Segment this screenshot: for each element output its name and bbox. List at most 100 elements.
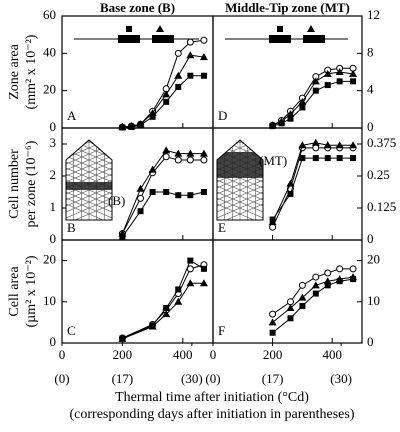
point <box>186 279 195 287</box>
y-tick-label: 60 <box>43 7 56 22</box>
panel-letter: A <box>67 108 77 123</box>
point <box>312 290 319 297</box>
point <box>162 90 171 98</box>
column-title: Middle-Tip zone (MT) <box>225 0 350 15</box>
zone-block <box>152 35 174 43</box>
series-line <box>122 54 205 128</box>
point <box>312 144 320 152</box>
plant-hatch <box>217 140 263 141</box>
x-tick-label: 0 <box>210 347 217 362</box>
y-tick-label: 0.375 <box>367 135 396 150</box>
point <box>324 269 332 277</box>
point <box>324 282 331 289</box>
panel-frame <box>61 15 214 129</box>
point <box>324 82 331 89</box>
y-axis-title: Cell number <box>7 149 22 219</box>
point <box>335 141 344 149</box>
point <box>286 303 295 311</box>
point <box>278 120 285 127</box>
zone-marker <box>156 25 164 32</box>
point <box>186 51 195 59</box>
point <box>312 155 319 162</box>
point <box>311 77 320 85</box>
point <box>336 78 343 85</box>
point <box>287 190 294 197</box>
point <box>350 78 357 85</box>
plant-diagram <box>217 140 263 220</box>
y-tick-label: 0 <box>367 119 374 134</box>
point <box>199 149 208 157</box>
panel-letter: F <box>218 323 225 338</box>
y-tick-label: 0.125 <box>367 199 396 214</box>
zone-block <box>269 35 291 43</box>
point <box>269 223 277 231</box>
x-tick-label: 0 <box>59 347 66 362</box>
panel-letter: E <box>218 220 226 235</box>
point <box>174 71 183 79</box>
point <box>174 297 183 305</box>
y-tick-label: 0.25 <box>367 167 390 182</box>
x-tick-label: 200 <box>263 347 283 362</box>
plant-hatch <box>217 140 263 141</box>
y-tick-label: 2 <box>50 167 57 182</box>
plant-hatch <box>66 140 112 141</box>
point <box>286 179 295 187</box>
y-tick-label: 0 <box>50 334 57 349</box>
x-tick-label-days: (0) <box>54 371 69 386</box>
x-tick-label: 400 <box>322 347 342 362</box>
point <box>299 104 306 111</box>
panel-frame <box>61 239 214 344</box>
inset-label: (MT) <box>259 153 287 168</box>
point <box>269 329 276 336</box>
point <box>323 141 332 149</box>
y-axis-title: Cell area <box>7 266 22 317</box>
panel-letter: D <box>218 108 227 123</box>
point <box>187 192 194 199</box>
point <box>335 68 344 75</box>
y-tick-label: 10 <box>43 293 56 308</box>
point <box>149 322 156 329</box>
y-tick-label: 20 <box>43 82 56 97</box>
point <box>199 279 208 287</box>
y-tick-label: 3 <box>50 135 57 150</box>
plant-hatch <box>66 140 112 141</box>
panel-frame <box>212 239 363 344</box>
point <box>349 265 357 273</box>
point <box>349 69 358 77</box>
plant-diagram <box>66 140 112 220</box>
zone-block <box>303 35 325 43</box>
x-axis-title: Thermal time after initiation (°Cd) <box>115 390 309 405</box>
y-tick-label: 20 <box>367 252 380 267</box>
point <box>137 208 144 215</box>
point <box>269 216 276 223</box>
point <box>137 194 145 202</box>
point <box>186 38 194 46</box>
plant-zone <box>66 182 112 190</box>
zone-marker <box>126 26 132 32</box>
point <box>149 189 156 195</box>
plant-zone <box>217 152 263 178</box>
point <box>298 97 307 105</box>
point <box>128 124 135 131</box>
point <box>174 156 182 164</box>
point <box>350 276 357 283</box>
point <box>200 265 207 272</box>
x-axis-subtitle: (corresponding days after initiation in … <box>70 407 355 422</box>
x-tick-label-days: (30) <box>181 371 203 386</box>
y-tick-label: 8 <box>367 44 374 59</box>
panel-letter: C <box>67 323 76 338</box>
point <box>187 72 194 79</box>
point <box>163 304 170 311</box>
zone-marker <box>307 25 315 32</box>
point <box>149 113 156 120</box>
point <box>174 149 183 157</box>
point <box>174 49 182 57</box>
y-tick-label: 0 <box>50 119 57 134</box>
point <box>136 184 145 192</box>
point <box>186 149 195 157</box>
point <box>200 189 207 195</box>
point <box>187 257 194 264</box>
series-line <box>122 264 205 339</box>
zone-marker <box>277 26 283 32</box>
y-axis-title: per zone (10⁻⁶) <box>24 140 39 227</box>
